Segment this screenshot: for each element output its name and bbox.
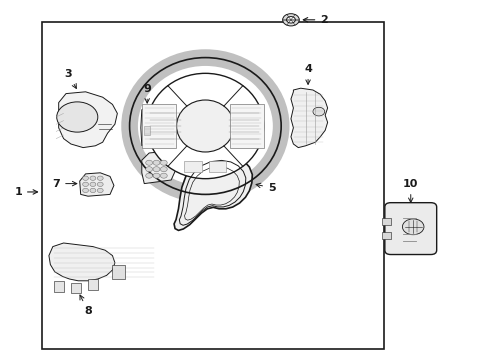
Polygon shape [290,88,327,148]
Bar [88,279,98,290]
Circle shape [90,182,96,186]
Text: 4: 4 [304,64,311,84]
Text: 8: 8 [80,295,92,316]
Bar [229,104,263,148]
Circle shape [153,173,160,178]
Circle shape [82,188,88,193]
Bar [143,126,149,135]
Circle shape [145,167,152,172]
FancyBboxPatch shape [384,203,436,255]
Circle shape [402,219,423,235]
Polygon shape [174,154,252,230]
Circle shape [145,160,152,165]
Bar [381,232,390,239]
Ellipse shape [147,73,263,179]
Circle shape [90,176,96,180]
Bar [381,218,390,225]
Text: 7: 7 [52,179,77,189]
Circle shape [57,102,98,132]
Ellipse shape [176,100,234,152]
Bar [142,104,176,148]
Text: 6: 6 [168,132,181,148]
Circle shape [82,176,88,180]
Circle shape [160,173,167,178]
Polygon shape [141,107,152,146]
Polygon shape [59,92,117,148]
Circle shape [153,160,160,165]
Circle shape [90,188,96,193]
Circle shape [97,188,103,193]
Bar [54,281,63,292]
Circle shape [282,14,299,26]
Polygon shape [49,243,115,281]
Text: 3: 3 [64,69,76,89]
Circle shape [312,107,324,116]
Bar [112,265,124,279]
Text: 5: 5 [256,183,275,193]
Bar [208,161,226,172]
Bar [41,22,383,349]
Circle shape [145,173,152,178]
Circle shape [82,182,88,186]
Circle shape [160,167,167,172]
Circle shape [97,176,103,180]
Polygon shape [142,151,176,184]
Text: 9: 9 [143,84,151,103]
Bar [71,283,81,293]
Text: 10: 10 [402,179,418,202]
Text: 1: 1 [14,187,38,197]
Bar [184,161,202,172]
Circle shape [286,17,295,23]
Circle shape [153,167,160,172]
Text: 2: 2 [303,15,327,25]
Polygon shape [80,173,114,196]
Circle shape [160,160,167,165]
Circle shape [97,182,103,186]
